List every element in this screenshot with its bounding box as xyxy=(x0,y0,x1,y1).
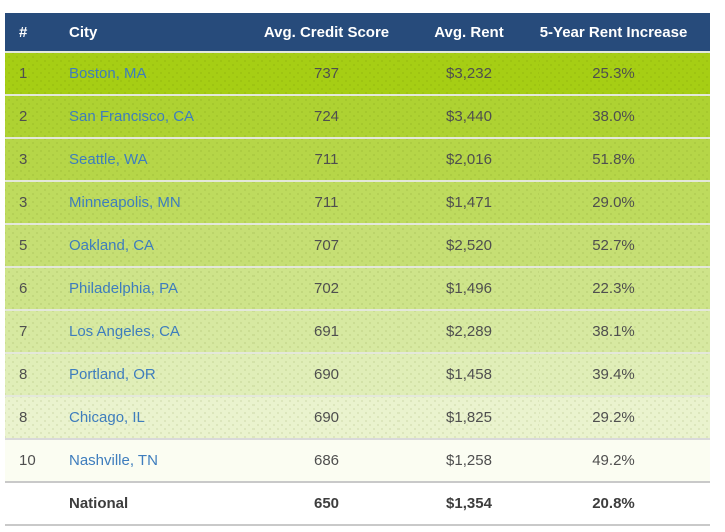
rent-increase-cell: 52.7% xyxy=(539,223,710,267)
city-link[interactable]: Los Angeles, CA xyxy=(69,323,180,340)
rent-cell: $1,258 xyxy=(399,438,539,482)
rent-increase-cell: 49.2% xyxy=(539,438,710,482)
city-cell: San Francisco, CA xyxy=(69,94,254,138)
table-row: 10 Nashville, TN 686 $1,258 49.2% xyxy=(5,438,710,482)
rent-cell: $2,289 xyxy=(399,309,539,353)
rent-cell: $2,520 xyxy=(399,223,539,267)
table-row: 2 San Francisco, CA 724 $3,440 38.0% xyxy=(5,94,710,138)
city-cell: Chicago, IL xyxy=(69,395,254,439)
header-row: # City Avg. Credit Score Avg. Rent 5-Yea… xyxy=(5,13,710,52)
table-row: 3 Seattle, WA 711 $2,016 51.8% xyxy=(5,137,710,181)
rent-increase-cell: 51.8% xyxy=(539,137,710,181)
table-row: 8 Chicago, IL 690 $1,825 29.2% xyxy=(5,395,710,439)
credit-score-cell: 690 xyxy=(254,395,399,439)
city-cell: Los Angeles, CA xyxy=(69,309,254,353)
city-link[interactable]: Portland, OR xyxy=(69,366,156,383)
header-credit-score: Avg. Credit Score xyxy=(254,13,399,52)
rent-increase-cell: 29.2% xyxy=(539,395,710,439)
table-row: 3 Minneapolis, MN 711 $1,471 29.0% xyxy=(5,180,710,224)
city-cell: Nashville, TN xyxy=(69,438,254,482)
table-row: 1 Boston, MA 737 $3,232 25.3% xyxy=(5,51,710,95)
national-label: National xyxy=(69,495,129,512)
credit-score-cell: 724 xyxy=(254,94,399,138)
header-rank: # xyxy=(5,13,69,52)
credit-score-cell: 690 xyxy=(254,352,399,396)
rent-increase-cell: 25.3% xyxy=(539,51,710,95)
rent-cell: $3,232 xyxy=(399,51,539,95)
table-row: 6 Philadelphia, PA 702 $1,496 22.3% xyxy=(5,266,710,310)
credit-score-cell: 707 xyxy=(254,223,399,267)
rent-increase-cell: 38.0% xyxy=(539,94,710,138)
rank-cell: 10 xyxy=(5,438,69,482)
rent-cell: $1,354 xyxy=(399,481,539,526)
table-row: 8 Portland, OR 690 $1,458 39.4% xyxy=(5,352,710,396)
credit-score-cell: 686 xyxy=(254,438,399,482)
city-link[interactable]: Boston, MA xyxy=(69,65,147,82)
table-container: # City Avg. Credit Score Avg. Rent 5-Yea… xyxy=(5,13,710,526)
rank-cell: 5 xyxy=(5,223,69,267)
rent-increase-cell: 38.1% xyxy=(539,309,710,353)
city-cell: Philadelphia, PA xyxy=(69,266,254,310)
rank-cell: 3 xyxy=(5,180,69,224)
rent-cell: $2,016 xyxy=(399,137,539,181)
rent-increase-cell: 29.0% xyxy=(539,180,710,224)
credit-score-cell: 702 xyxy=(254,266,399,310)
rent-increase-cell: 20.8% xyxy=(539,481,710,526)
rank-cell xyxy=(5,481,69,526)
rank-cell: 7 xyxy=(5,309,69,353)
rank-cell: 8 xyxy=(5,352,69,396)
rent-cell: $1,825 xyxy=(399,395,539,439)
city-cell: Seattle, WA xyxy=(69,137,254,181)
credit-score-cell: 711 xyxy=(254,180,399,224)
table-row: 5 Oakland, CA 707 $2,520 52.7% xyxy=(5,223,710,267)
city-link[interactable]: Chicago, IL xyxy=(69,409,145,426)
city-cell: Portland, OR xyxy=(69,352,254,396)
credit-score-cell: 737 xyxy=(254,51,399,95)
table-row: 7 Los Angeles, CA 691 $2,289 38.1% xyxy=(5,309,710,353)
table-header: # City Avg. Credit Score Avg. Rent 5-Yea… xyxy=(5,13,710,52)
city-link[interactable]: Philadelphia, PA xyxy=(69,280,178,297)
rank-cell: 6 xyxy=(5,266,69,310)
rent-cell: $1,458 xyxy=(399,352,539,396)
credit-score-cell: 711 xyxy=(254,137,399,181)
table-body: 1 Boston, MA 737 $3,232 25.3% 2 San Francisco,… xyxy=(5,51,710,526)
rent-increase-cell: 39.4% xyxy=(539,352,710,396)
table-row: National 650 $1,354 20.8% xyxy=(5,481,710,526)
header-rent-increase: 5-Year Rent Increase xyxy=(539,13,710,52)
rank-cell: 3 xyxy=(5,137,69,181)
rent-cell: $3,440 xyxy=(399,94,539,138)
city-link[interactable]: Oakland, CA xyxy=(69,237,155,254)
city-link[interactable]: Minneapolis, MN xyxy=(69,194,181,211)
header-rent: Avg. Rent xyxy=(399,13,539,52)
city-link[interactable]: Seattle, WA xyxy=(69,151,148,168)
rent-cell: $1,496 xyxy=(399,266,539,310)
city-cell: Minneapolis, MN xyxy=(69,180,254,224)
rank-cell: 2 xyxy=(5,94,69,138)
city-cell: Oakland, CA xyxy=(69,223,254,267)
city-cell: Boston, MA xyxy=(69,51,254,95)
credit-score-cell: 650 xyxy=(254,481,399,526)
city-link[interactable]: San Francisco, CA xyxy=(69,108,195,125)
rent-cell: $1,471 xyxy=(399,180,539,224)
rank-cell: 1 xyxy=(5,51,69,95)
rank-cell: 8 xyxy=(5,395,69,439)
credit-score-rent-table: # City Avg. Credit Score Avg. Rent 5-Yea… xyxy=(5,13,710,526)
city-link[interactable]: Nashville, TN xyxy=(69,452,158,469)
header-city: City xyxy=(69,13,254,52)
credit-score-cell: 691 xyxy=(254,309,399,353)
city-cell: National xyxy=(69,481,254,526)
rent-increase-cell: 22.3% xyxy=(539,266,710,310)
